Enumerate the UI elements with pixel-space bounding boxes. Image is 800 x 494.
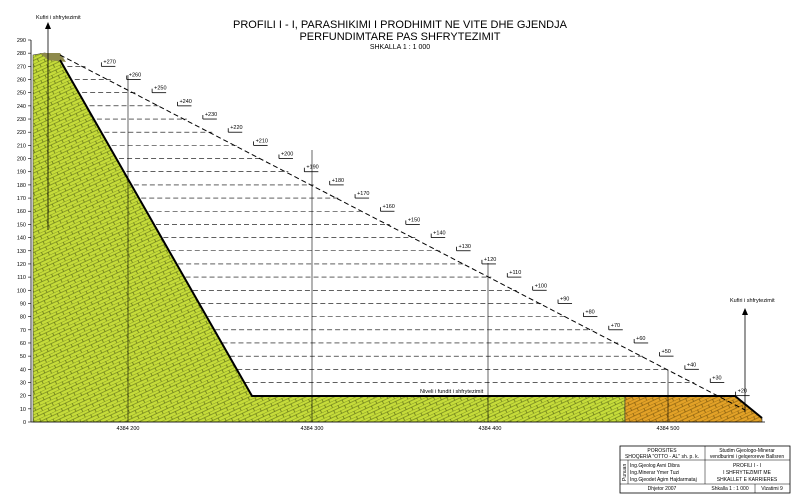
axis-tick-label: 120	[17, 262, 26, 268]
sheet: Vizatimi 9	[761, 486, 783, 492]
axis-tick-label: 230	[17, 117, 26, 123]
bench-label: +210	[256, 138, 268, 144]
client: SHOQERIA "OTTO - AL" sh. p. k.	[625, 454, 699, 460]
bench-label: +50	[662, 349, 671, 355]
authors-heading: Punuan	[622, 464, 628, 481]
top-cap	[40, 53, 66, 62]
axis-tick-label: 290	[17, 38, 26, 44]
date: Dhjetor 2007	[648, 486, 677, 492]
bench-label: +110	[509, 270, 521, 276]
bench-label: +200	[281, 152, 293, 158]
axis-tick-label: 30	[20, 380, 26, 386]
final-level-label: Niveli i fundit i shfrytezimit	[420, 389, 484, 395]
bench-label: +260	[129, 73, 141, 79]
boundary-label: Kufiri i shfrytezimit	[36, 15, 81, 21]
axis-tick-label: 10	[20, 407, 26, 413]
boundary-label: Kufiri i shfrytezimit	[730, 298, 775, 304]
axis-tick-label: 60	[20, 341, 26, 347]
title-scale: SHKALLA 1 : 1 000	[370, 44, 430, 51]
study: Studim Gjeologo-Minerar	[719, 448, 775, 454]
bench-label: +170	[357, 191, 369, 197]
axis-tick-label: 250	[17, 91, 26, 97]
axis-tick-label: 260	[17, 78, 26, 84]
axis-tick-label: 70	[20, 328, 26, 334]
ground	[32, 52, 763, 423]
title-block: POROSITES SHOQERIA "OTTO - AL" sh. p. k.…	[619, 445, 791, 494]
axis-tick-label: 220	[17, 130, 26, 136]
bench-label: +230	[205, 112, 217, 118]
axis-tick-label: 210	[17, 143, 26, 149]
bench-label: +250	[154, 86, 166, 92]
bench-label: +80	[585, 310, 594, 316]
bench-label: +180	[332, 178, 344, 184]
axis-tick-label: 200	[17, 157, 26, 163]
author: Ing.Minerar Ymer Tuzi	[630, 470, 679, 476]
arrow-head	[45, 22, 51, 29]
axis-tick-label: 270	[17, 64, 26, 70]
excavation-face	[59, 59, 763, 419]
bench-label: +220	[230, 125, 242, 131]
section-label: 4384 400	[479, 426, 502, 432]
title-line: PROFILI I - I, PARASHIKIMI I PRODHIMIT N…	[233, 19, 568, 31]
axis-tick-label: 50	[20, 354, 26, 360]
axis-tick-label: 240	[17, 104, 26, 110]
axis-tick-label: 160	[17, 209, 26, 215]
axis-tick-label: 90	[20, 301, 26, 307]
bench-label: +270	[103, 59, 115, 65]
client-heading: POROSITES	[647, 448, 677, 454]
section-lines	[127, 75, 669, 422]
bench-label: +20	[738, 389, 747, 395]
arrow-head	[742, 308, 748, 315]
bench-label: +150	[408, 217, 420, 223]
axis-tick-label: 170	[17, 196, 26, 202]
bench-label: +190	[306, 165, 318, 171]
axis-tick-label: 140	[17, 236, 26, 242]
bench-label: +60	[636, 336, 645, 342]
orange-body	[624, 395, 763, 423]
axis-tick-label: 150	[17, 222, 26, 228]
axis-tick-label: 180	[17, 183, 26, 189]
bench-label: +240	[179, 99, 191, 105]
bench-label: +120	[484, 257, 496, 263]
author: Ing.Gjeolog Avni Dibra	[630, 463, 680, 469]
section-label: 4384 500	[657, 426, 680, 432]
axis-tick-label: 100	[17, 288, 26, 294]
bench-label: +100	[535, 283, 547, 289]
scale: Shkalla 1 : 1 000	[711, 486, 748, 492]
study: vendburimi i gelqeroreve Ballsren	[710, 454, 784, 460]
bench-label: +160	[382, 204, 394, 210]
bench-label: +130	[459, 244, 471, 250]
bench-label: +70	[611, 323, 620, 329]
axis-tick-label: 130	[17, 249, 26, 255]
limestone-body	[32, 52, 626, 423]
title-line: PERFUNDIMTARE PAS SHFRYTEZIMIT	[299, 31, 500, 43]
section-label: 4384 200	[117, 426, 140, 432]
axis-tick-label: 20	[20, 394, 26, 400]
drawing-title: SHKALLET E KARRIERES	[717, 477, 778, 483]
axis-tick-label: 0	[23, 420, 26, 426]
bench-label: +30	[712, 375, 721, 381]
bench-label: +90	[560, 296, 569, 302]
axis-tick-label: 40	[20, 367, 26, 373]
bench-label: +140	[433, 231, 445, 237]
axis-tick-label: 280	[17, 51, 26, 57]
bench-label: +40	[687, 362, 696, 368]
original-surface	[59, 54, 746, 411]
drawing-title: I SHFRYTEZIMIT ME	[723, 470, 772, 476]
drawing-title: PROFILI I - I	[733, 463, 761, 469]
axis-tick-label: 80	[20, 315, 26, 321]
section-label: 4384 300	[301, 426, 324, 432]
author: Ing.Gjeodet Agim Hajdarmataj	[630, 477, 697, 483]
axis-tick-label: 190	[17, 170, 26, 176]
axis-tick-label: 110	[17, 275, 26, 281]
